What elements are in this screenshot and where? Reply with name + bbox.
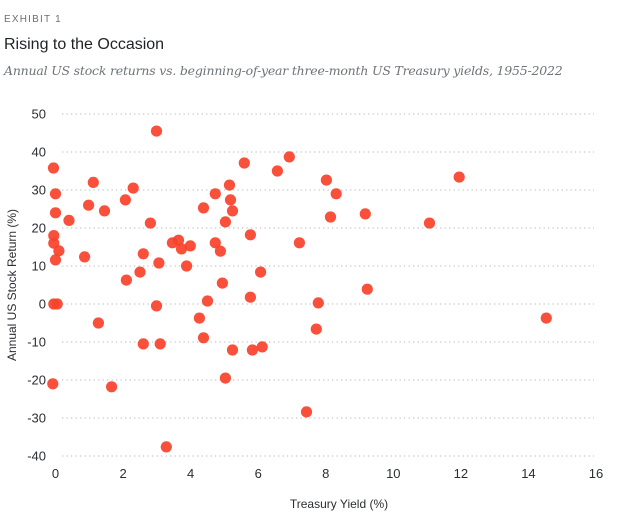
data-point	[226, 344, 239, 356]
y-tick-label: 50	[32, 107, 46, 122]
gridlines	[62, 113, 594, 457]
chart-title: Rising to the Occasion	[4, 36, 165, 53]
data-point	[79, 251, 91, 263]
data-point	[209, 188, 221, 200]
x-axis-ticks: 0 2 4 6 8 10 12 14 16	[52, 466, 603, 481]
data-point	[453, 171, 465, 183]
data-point	[134, 266, 146, 278]
x-tick-label: 10	[386, 466, 400, 481]
data-point	[47, 162, 60, 174]
data-point	[49, 188, 62, 200]
chart-subtitle: Annual US stock returns vs. beginning-of…	[4, 63, 563, 78]
data-point	[47, 378, 59, 390]
data-point	[197, 202, 210, 214]
y-tick-label: -10	[27, 335, 46, 350]
data-point	[181, 260, 193, 272]
data-point	[49, 207, 62, 219]
data-point	[137, 248, 149, 260]
data-point	[320, 174, 332, 186]
data-point	[153, 257, 165, 269]
data-point	[283, 151, 295, 163]
data-point	[184, 240, 196, 252]
data-point	[53, 245, 65, 257]
data-point	[246, 344, 258, 356]
data-point	[120, 274, 132, 286]
data-point	[51, 298, 63, 310]
data-point	[127, 182, 139, 194]
data-point	[223, 179, 236, 191]
data-point	[119, 194, 131, 206]
data-point	[330, 188, 342, 200]
x-tick-label: 4	[187, 466, 194, 481]
x-tick-label: 2	[119, 466, 126, 481]
data-point	[256, 341, 268, 353]
y-tick-label: 40	[32, 145, 46, 160]
data-points	[47, 125, 552, 453]
data-point	[172, 234, 185, 246]
y-axis-ticks: 50 40 30 20 10 0 -10 -20 -30 -40	[27, 107, 46, 464]
data-point	[214, 245, 226, 257]
data-point	[137, 338, 149, 350]
y-tick-label: 30	[32, 183, 46, 198]
x-tick-label: 8	[322, 466, 329, 481]
y-axis-title: Annual US Stock Return (%)	[5, 209, 19, 361]
data-point	[63, 214, 75, 226]
data-point	[255, 266, 267, 278]
data-point	[160, 441, 172, 453]
y-tick-label: -40	[27, 449, 46, 464]
data-point	[300, 406, 313, 418]
data-point	[154, 338, 166, 350]
exhibit-label: EXHIBIT 1	[4, 14, 62, 25]
data-point	[359, 208, 371, 220]
data-point	[224, 194, 237, 206]
x-axis-title: Treasury Yield (%)	[290, 497, 388, 511]
data-point	[226, 205, 239, 217]
y-tick-label: 10	[32, 259, 46, 274]
y-tick-label: 0	[39, 297, 46, 312]
data-point	[423, 217, 436, 229]
y-tick-label: -20	[27, 373, 46, 388]
data-point	[98, 205, 111, 217]
data-point	[92, 317, 104, 329]
data-point	[150, 125, 163, 137]
data-point	[324, 211, 337, 223]
x-tick-label: 0	[52, 466, 59, 481]
data-point	[201, 295, 214, 307]
data-point	[244, 291, 256, 303]
data-point	[219, 216, 231, 228]
data-point	[271, 165, 283, 177]
data-point	[87, 176, 99, 188]
data-point	[244, 229, 256, 241]
data-point	[175, 243, 188, 255]
data-point	[150, 300, 163, 312]
data-point	[216, 277, 228, 289]
x-tick-label: 6	[255, 466, 262, 481]
data-point	[83, 199, 95, 211]
data-point	[312, 297, 324, 309]
x-tick-label: 14	[521, 466, 535, 481]
data-point	[361, 283, 373, 295]
data-point	[238, 157, 250, 169]
data-point	[209, 237, 221, 249]
x-tick-label: 16	[589, 466, 603, 481]
x-tick-label: 12	[454, 466, 468, 481]
data-point	[540, 312, 552, 324]
data-point	[310, 323, 322, 335]
data-point	[106, 381, 118, 393]
data-point	[193, 312, 205, 324]
y-tick-label: -30	[27, 411, 46, 426]
y-tick-label: 20	[32, 221, 46, 236]
data-point	[197, 332, 210, 344]
data-point	[293, 237, 305, 249]
data-point	[49, 254, 62, 266]
data-point	[219, 372, 231, 384]
data-point	[144, 217, 156, 229]
